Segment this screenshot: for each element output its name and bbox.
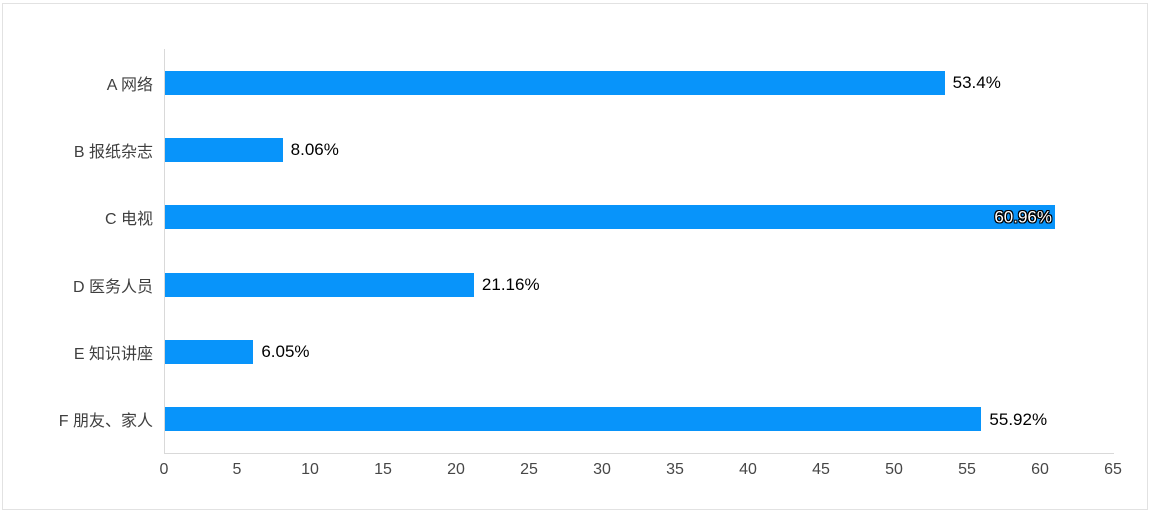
bar-row: 6.05% [165, 318, 1114, 385]
bar[interactable] [165, 272, 474, 297]
x-tick-label: 40 [739, 461, 757, 478]
bar-row: 55.92% [165, 386, 1114, 453]
bar[interactable] [165, 137, 283, 162]
x-tick-label: 35 [666, 461, 684, 478]
x-tick-label: 25 [520, 461, 538, 478]
data-label: 21.16% [481, 275, 540, 295]
x-tick-label: 30 [593, 461, 611, 478]
bar[interactable]: 60.96% [165, 205, 1056, 230]
category-label: D 医务人员 [72, 278, 153, 296]
bar-row: 53.4% [165, 49, 1114, 116]
x-tick-label: 15 [374, 461, 392, 478]
bar-row: 8.06% [165, 116, 1114, 183]
bar-row: 21.16% [165, 251, 1114, 318]
category-label: F 朋友、家人 [58, 413, 153, 431]
data-label: 8.06% [290, 140, 339, 160]
x-axis-ticks: 0 5 10 15 20 25 30 35 40 45 50 55 60 65 [160, 460, 1122, 484]
x-tick-label: 60 [1031, 461, 1049, 478]
bar[interactable] [165, 339, 254, 364]
bar[interactable] [165, 407, 982, 432]
x-tick-label: 10 [301, 461, 319, 478]
bar[interactable] [165, 70, 945, 95]
category-label: B 报纸杂志 [73, 143, 153, 161]
x-tick-label: 65 [1104, 461, 1122, 478]
x-tick-label: 50 [885, 461, 903, 478]
plot-area: 53.4% 8.06% 60.96% 21.16% 6.05% 55.92% [164, 49, 1114, 454]
chart-card: A 网络 B 报纸杂志 C 电视 D 医务人员 E 知识讲座 F 朋友、家人 53.4% 8… [2, 3, 1148, 510]
data-label: 6.05% [261, 342, 310, 362]
category-label: E 知识讲座 [73, 345, 153, 363]
x-tick-label: 5 [232, 461, 242, 478]
bar-row: 60.96% [165, 184, 1114, 251]
data-label: 55.92% [989, 409, 1048, 429]
category-axis: A 网络 B 报纸杂志 C 电视 D 医务人员 E 知识讲座 F 朋友、家人 [3, 49, 153, 453]
data-label: 60.96% [994, 207, 1053, 227]
x-tick-label: 45 [812, 461, 830, 478]
category-label: C 电视 [104, 211, 153, 229]
data-label: 53.4% [952, 73, 1001, 93]
x-tick-label: 55 [958, 461, 976, 478]
category-label: A 网络 [106, 76, 153, 94]
x-tick-label: 0 [159, 461, 169, 478]
x-tick-label: 20 [447, 461, 465, 478]
